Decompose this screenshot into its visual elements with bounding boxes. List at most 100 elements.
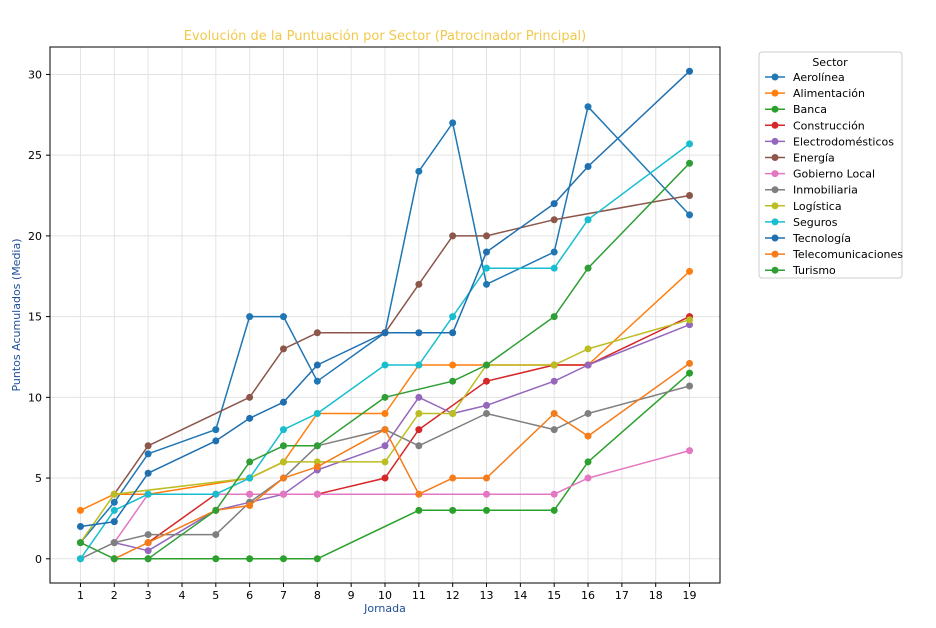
data-point (449, 474, 457, 482)
data-point (144, 547, 152, 555)
data-point (313, 377, 321, 385)
y-tick-label: 0 (35, 553, 42, 566)
series-line (79, 105, 691, 544)
data-point (381, 426, 389, 434)
data-point (279, 398, 287, 406)
x-tick-label: 1 (77, 589, 84, 602)
legend-swatch-marker (771, 121, 779, 129)
data-point (313, 458, 321, 466)
data-point (449, 329, 457, 337)
legend: Sector Aerolínea Alimentación Banca Constru… (758, 51, 903, 279)
data-point (76, 506, 84, 514)
legend-label: Construcción (793, 119, 865, 132)
data-point (246, 313, 254, 321)
data-point (110, 490, 118, 498)
x-tick-label: 2 (111, 589, 118, 602)
legend-title: Sector (812, 56, 848, 69)
data-point (279, 555, 287, 563)
data-point (246, 474, 254, 482)
legend-item: Construcción (765, 119, 865, 132)
x-tick-label: 5 (212, 589, 219, 602)
series (110, 369, 694, 563)
grid (50, 47, 720, 583)
series-line (79, 319, 690, 544)
data-point (415, 506, 423, 514)
data-point (686, 211, 694, 219)
data-point (584, 264, 592, 272)
legend-item: Energía (765, 152, 835, 165)
data-point (550, 216, 558, 224)
data-point (279, 313, 287, 321)
data-point (686, 316, 694, 324)
legend-item: Gobierno Local (765, 168, 875, 181)
legend-item: Inmobiliaria (765, 184, 858, 197)
legend-label: Tecnología (792, 232, 851, 245)
data-point (144, 450, 152, 458)
series-line (114, 372, 690, 560)
data-point (449, 313, 457, 321)
series-line (79, 143, 690, 560)
y-tick-label: 20 (28, 230, 42, 243)
legend-item: Alimentación (765, 87, 865, 100)
data-point (144, 555, 152, 563)
x-tick-label: 15 (547, 589, 561, 602)
data-point (550, 506, 558, 514)
data-point (686, 192, 694, 200)
legend-item: Logística (765, 200, 842, 213)
data-point (584, 409, 592, 417)
data-point (550, 377, 558, 385)
legend-label: Aerolínea (793, 71, 845, 84)
x-tick-label: 4 (178, 589, 185, 602)
x-tick-label: 11 (412, 589, 426, 602)
legend-item: Tecnología (765, 232, 851, 245)
series-line (80, 70, 691, 528)
data-point (381, 409, 389, 417)
legend-swatch-marker (771, 73, 779, 81)
data-point (415, 280, 423, 288)
data-point (584, 458, 592, 466)
data-point (381, 361, 389, 369)
data-point (313, 329, 321, 337)
data-point (144, 539, 152, 547)
data-point (449, 506, 457, 514)
legend-label: Seguros (793, 216, 838, 229)
series (76, 140, 694, 563)
data-point (313, 442, 321, 450)
y-axis-label: Puntos Acumulados (Media) (10, 238, 23, 391)
data-point (279, 345, 287, 353)
data-point (686, 140, 694, 148)
data-point (279, 458, 287, 466)
data-point (381, 329, 389, 337)
data-point (550, 313, 558, 321)
data-point (686, 267, 694, 275)
data-point (313, 490, 321, 498)
data-point (381, 442, 389, 450)
data-point (415, 167, 423, 175)
data-point (584, 432, 592, 440)
data-point (686, 369, 694, 377)
y-tick-label: 5 (35, 472, 42, 485)
data-point (584, 474, 592, 482)
data-point (212, 426, 220, 434)
data-point (686, 159, 694, 167)
data-point (110, 555, 118, 563)
legend-label: Energía (793, 152, 835, 165)
y-tick-label: 10 (28, 391, 42, 404)
data-point (449, 377, 457, 385)
x-tick-label: 8 (314, 589, 321, 602)
data-point (381, 458, 389, 466)
data-point (279, 474, 287, 482)
legend-swatch-marker (771, 154, 779, 161)
data-point (584, 361, 592, 369)
legend-swatch-marker (771, 266, 779, 274)
series (110, 192, 694, 498)
series (110, 447, 694, 547)
data-point (212, 531, 220, 539)
data-point (212, 506, 220, 514)
data-point (550, 248, 558, 256)
y-axis-ticks: 0 5 10 15 20 25 30 (28, 68, 50, 566)
data-point (584, 216, 592, 224)
data-point (415, 361, 423, 369)
data-point (483, 401, 491, 409)
series-layer (76, 67, 694, 563)
